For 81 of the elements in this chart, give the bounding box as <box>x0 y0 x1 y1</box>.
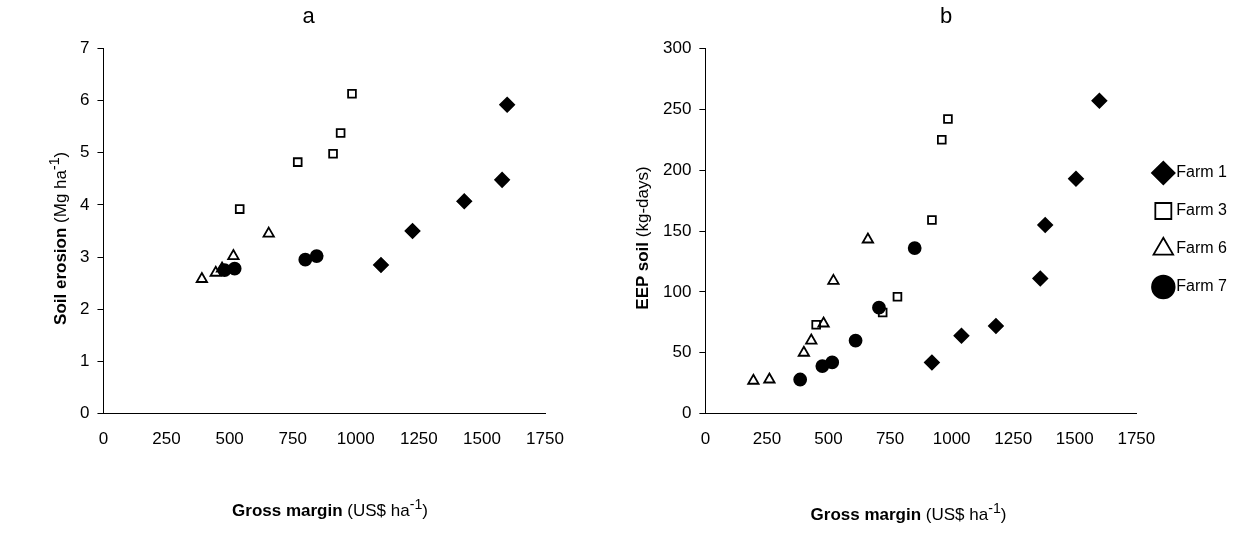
point <box>793 372 808 387</box>
x-tick-label: 1500 <box>463 429 501 449</box>
x-tick-label: 250 <box>752 429 782 449</box>
point <box>924 354 940 371</box>
point <box>936 134 947 145</box>
point <box>907 241 922 255</box>
y-tick-label: 4 <box>79 194 90 214</box>
point <box>943 114 953 124</box>
y-tick-label: 50 <box>672 342 692 362</box>
y-tick-label: 250 <box>662 98 692 118</box>
point <box>234 204 245 214</box>
point <box>877 307 888 318</box>
chart-title: a <box>302 3 316 29</box>
x-tick-label: 250 <box>152 429 181 449</box>
x-tick-label: 1750 <box>526 429 564 449</box>
point <box>848 333 863 348</box>
point <box>335 128 346 138</box>
point <box>825 355 840 370</box>
x-tick-label: 1500 <box>1055 429 1094 449</box>
x-tick-label: 500 <box>814 429 843 449</box>
x-tick-label: 1250 <box>994 429 1033 449</box>
y-tick-label: 0 <box>79 403 90 423</box>
y-tick-label: 300 <box>662 38 692 58</box>
point <box>892 291 903 302</box>
y-tick-label: 5 <box>79 142 90 162</box>
x-tick-label: 500 <box>215 429 244 449</box>
point <box>347 89 357 99</box>
x-tick-label: 750 <box>875 429 905 449</box>
y-tick-label: 200 <box>662 159 692 179</box>
y-tick-label: 3 <box>79 246 90 266</box>
x-axis-title: Gross margin (US$ ha$^{-1}$) <box>809 500 1008 525</box>
point <box>811 319 821 330</box>
point <box>763 372 776 384</box>
point <box>298 252 313 267</box>
point <box>456 193 473 210</box>
x-tick-label: 750 <box>278 429 307 449</box>
point <box>1091 92 1108 109</box>
point <box>499 96 516 113</box>
x-tick-label: 0 <box>700 429 711 449</box>
x-tick-label: 1000 <box>336 429 375 449</box>
point <box>494 171 511 188</box>
chart-title: b <box>939 3 953 29</box>
y-tick-label: 6 <box>79 90 90 110</box>
y-tick-label: 2 <box>79 298 90 318</box>
point <box>262 226 275 238</box>
legend-label: Farm 3 <box>1176 201 1228 219</box>
x-tick-label: 1750 <box>1117 429 1156 449</box>
y-axis-title: EEP soil (kg-days) <box>632 166 653 310</box>
legend-label: Farm 6 <box>1176 239 1228 257</box>
x-tick-label: 1250 <box>399 429 438 449</box>
point <box>817 316 830 328</box>
legend-label: Farm 1 <box>1176 163 1228 181</box>
point <box>227 249 240 260</box>
point <box>805 333 818 345</box>
point <box>209 265 222 277</box>
point <box>747 373 760 385</box>
point <box>292 157 303 167</box>
point <box>309 249 324 263</box>
point <box>1032 270 1049 287</box>
y-tick-label: 100 <box>662 281 692 301</box>
point <box>927 215 937 225</box>
y-tick-label: 7 <box>79 38 90 58</box>
point <box>328 149 338 159</box>
point <box>988 318 1004 334</box>
point <box>1068 170 1084 187</box>
y-tick-label: 0 <box>681 403 692 423</box>
point <box>373 257 389 273</box>
point <box>861 232 874 244</box>
point <box>1037 217 1054 233</box>
legend-label: Farm 7 <box>1176 277 1228 295</box>
point <box>404 223 421 239</box>
x-axis-title: Gross margin (US$ ha$^{-1}$) <box>231 496 429 521</box>
point <box>195 272 208 283</box>
point <box>797 345 810 357</box>
point <box>953 327 970 344</box>
y-tick-label: 150 <box>662 220 692 240</box>
point <box>827 274 840 285</box>
x-tick-label: 0 <box>98 429 109 449</box>
y-tick-label: 1 <box>79 351 90 371</box>
x-tick-label: 1000 <box>932 429 971 449</box>
point <box>227 261 242 276</box>
